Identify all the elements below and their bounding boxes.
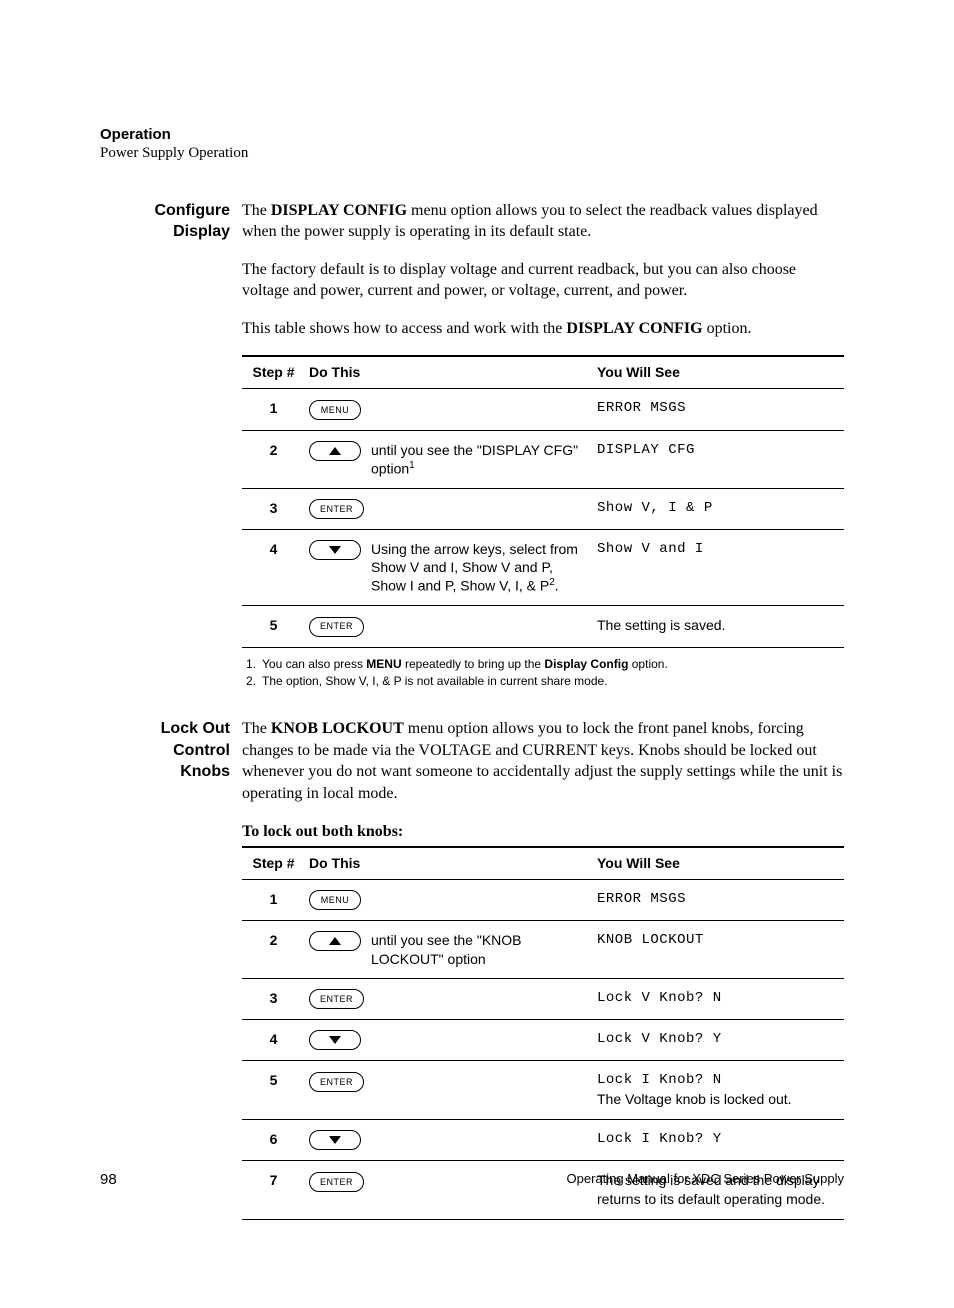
display-output: Lock I Knob? N [597, 1071, 840, 1090]
table-footnotes: 1. You can also press MENU repeatedly to… [242, 656, 844, 691]
paragraph: The DISPLAY CONFIG menu option allows yo… [242, 200, 844, 243]
display-output: Show V, I & P [593, 488, 844, 529]
display-output: Show V and I [593, 529, 844, 605]
step-number: 5 [242, 606, 305, 647]
result-text: The setting is saved and the display ret… [593, 1161, 844, 1220]
document-title: Operating Manual for XDC Series Power Su… [567, 1171, 844, 1188]
table-row: 2 until you see the "KNOB LOCKOUT" optio… [242, 921, 844, 978]
result-text: The Voltage knob is locked out. [597, 1090, 840, 1109]
arrow-up-key-icon [309, 441, 361, 461]
display-output: ERROR MSGS [593, 389, 844, 430]
col-header-see: You Will See [593, 847, 844, 879]
step-number: 4 [242, 529, 305, 605]
display-output: DISPLAY CFG [593, 430, 844, 488]
col-header-do: Do This [305, 356, 593, 388]
table-display-config: Step # Do This You Will See 1 MENU ERROR… [242, 355, 844, 690]
heading-line: Display [100, 221, 230, 243]
display-output: ERROR MSGS [593, 880, 844, 921]
page-number: 98 [100, 1171, 117, 1188]
paragraph: This table shows how to access and work … [242, 318, 844, 340]
col-header-see: You Will See [593, 356, 844, 388]
step-number: 7 [242, 1161, 305, 1220]
heading-line: Lock Out [100, 718, 230, 740]
enter-key-icon: ENTER [309, 989, 364, 1009]
section-lockout-knobs: Lock Out Control Knobs The KNOB LOCKOUT … [100, 718, 844, 1220]
table-row: 1 MENU ERROR MSGS [242, 389, 844, 430]
step-number: 2 [242, 921, 305, 978]
table-knob-lockout: Step # Do This You Will See 1 MENU ERROR… [242, 846, 844, 1220]
arrow-up-key-icon [309, 931, 361, 951]
table-row: 4 Using the arrow keys, select from Show… [242, 529, 844, 605]
enter-key-icon: ENTER [309, 1072, 364, 1092]
col-header-do: Do This [305, 847, 593, 879]
step-number: 6 [242, 1120, 305, 1161]
section-heading: Lock Out Control Knobs [100, 718, 242, 1220]
display-output: Lock V Knob? Y [593, 1020, 844, 1061]
section-configure-display: Configure Display The DISPLAY CONFIG men… [100, 200, 844, 691]
header-subsection: Power Supply Operation [100, 145, 844, 162]
step-number: 4 [242, 1020, 305, 1061]
col-header-step: Step # [242, 356, 305, 388]
display-output: KNOB LOCKOUT [593, 921, 844, 978]
table-row: 4 Lock V Knob? Y [242, 1020, 844, 1061]
instruction-text: Using the arrow keys, select from Show V… [371, 540, 589, 595]
arrow-down-key-icon [309, 1130, 361, 1150]
paragraph: The factory default is to display voltag… [242, 259, 844, 302]
heading-line: Configure [100, 200, 230, 222]
table-row: 6 Lock I Knob? Y [242, 1120, 844, 1161]
instruction-text: until you see the "KNOB LOCKOUT" option [371, 931, 589, 967]
instruction-text: until you see the "DISPLAY CFG" option1 [371, 441, 589, 478]
arrow-down-key-icon [309, 540, 361, 560]
step-number: 1 [242, 880, 305, 921]
step-number: 1 [242, 389, 305, 430]
arrow-down-key-icon [309, 1030, 361, 1050]
col-header-step: Step # [242, 847, 305, 879]
page-footer: 98 Operating Manual for XDC Series Power… [100, 1171, 844, 1188]
heading-line: Control [100, 740, 230, 762]
table-row: 1 MENU ERROR MSGS [242, 880, 844, 921]
sub-heading: To lock out both knobs: [242, 821, 844, 843]
page-header: Operation Power Supply Operation [100, 125, 844, 162]
footnote-text: You can also press MENU repeatedly to br… [262, 656, 668, 673]
footnote-number: 2. [242, 673, 256, 690]
section-body: The DISPLAY CONFIG menu option allows yo… [242, 200, 844, 691]
step-number: 3 [242, 978, 305, 1019]
page: Operation Power Supply Operation Configu… [0, 0, 954, 1308]
table-row: 2 until you see the "DISPLAY CFG" option… [242, 430, 844, 488]
display-output: Lock I Knob? Y [593, 1120, 844, 1161]
footnote-text: The option, Show V, I, & P is not availa… [262, 673, 608, 690]
enter-key-icon: ENTER [309, 617, 364, 637]
paragraph: The KNOB LOCKOUT menu option allows you … [242, 718, 844, 804]
footnote-number: 1. [242, 656, 256, 673]
step-number: 2 [242, 430, 305, 488]
heading-line: Knobs [100, 761, 230, 783]
table-row: 5 ENTER Lock I Knob? N The Voltage knob … [242, 1061, 844, 1120]
table-row: 7 ENTER The setting is saved and the dis… [242, 1161, 844, 1220]
section-body: The KNOB LOCKOUT menu option allows you … [242, 718, 844, 1220]
table-row: 3 ENTER Lock V Knob? N [242, 978, 844, 1019]
menu-key-icon: MENU [309, 400, 361, 420]
header-chapter: Operation [100, 125, 844, 145]
result-text: The setting is saved. [593, 606, 844, 647]
table-row: 5 ENTER The setting is saved. [242, 606, 844, 647]
step-number: 3 [242, 488, 305, 529]
enter-key-icon: ENTER [309, 499, 364, 519]
section-heading: Configure Display [100, 200, 242, 691]
table-row: 3 ENTER Show V, I & P [242, 488, 844, 529]
step-number: 5 [242, 1061, 305, 1120]
display-output: Lock V Knob? N [593, 978, 844, 1019]
menu-key-icon: MENU [309, 890, 361, 910]
